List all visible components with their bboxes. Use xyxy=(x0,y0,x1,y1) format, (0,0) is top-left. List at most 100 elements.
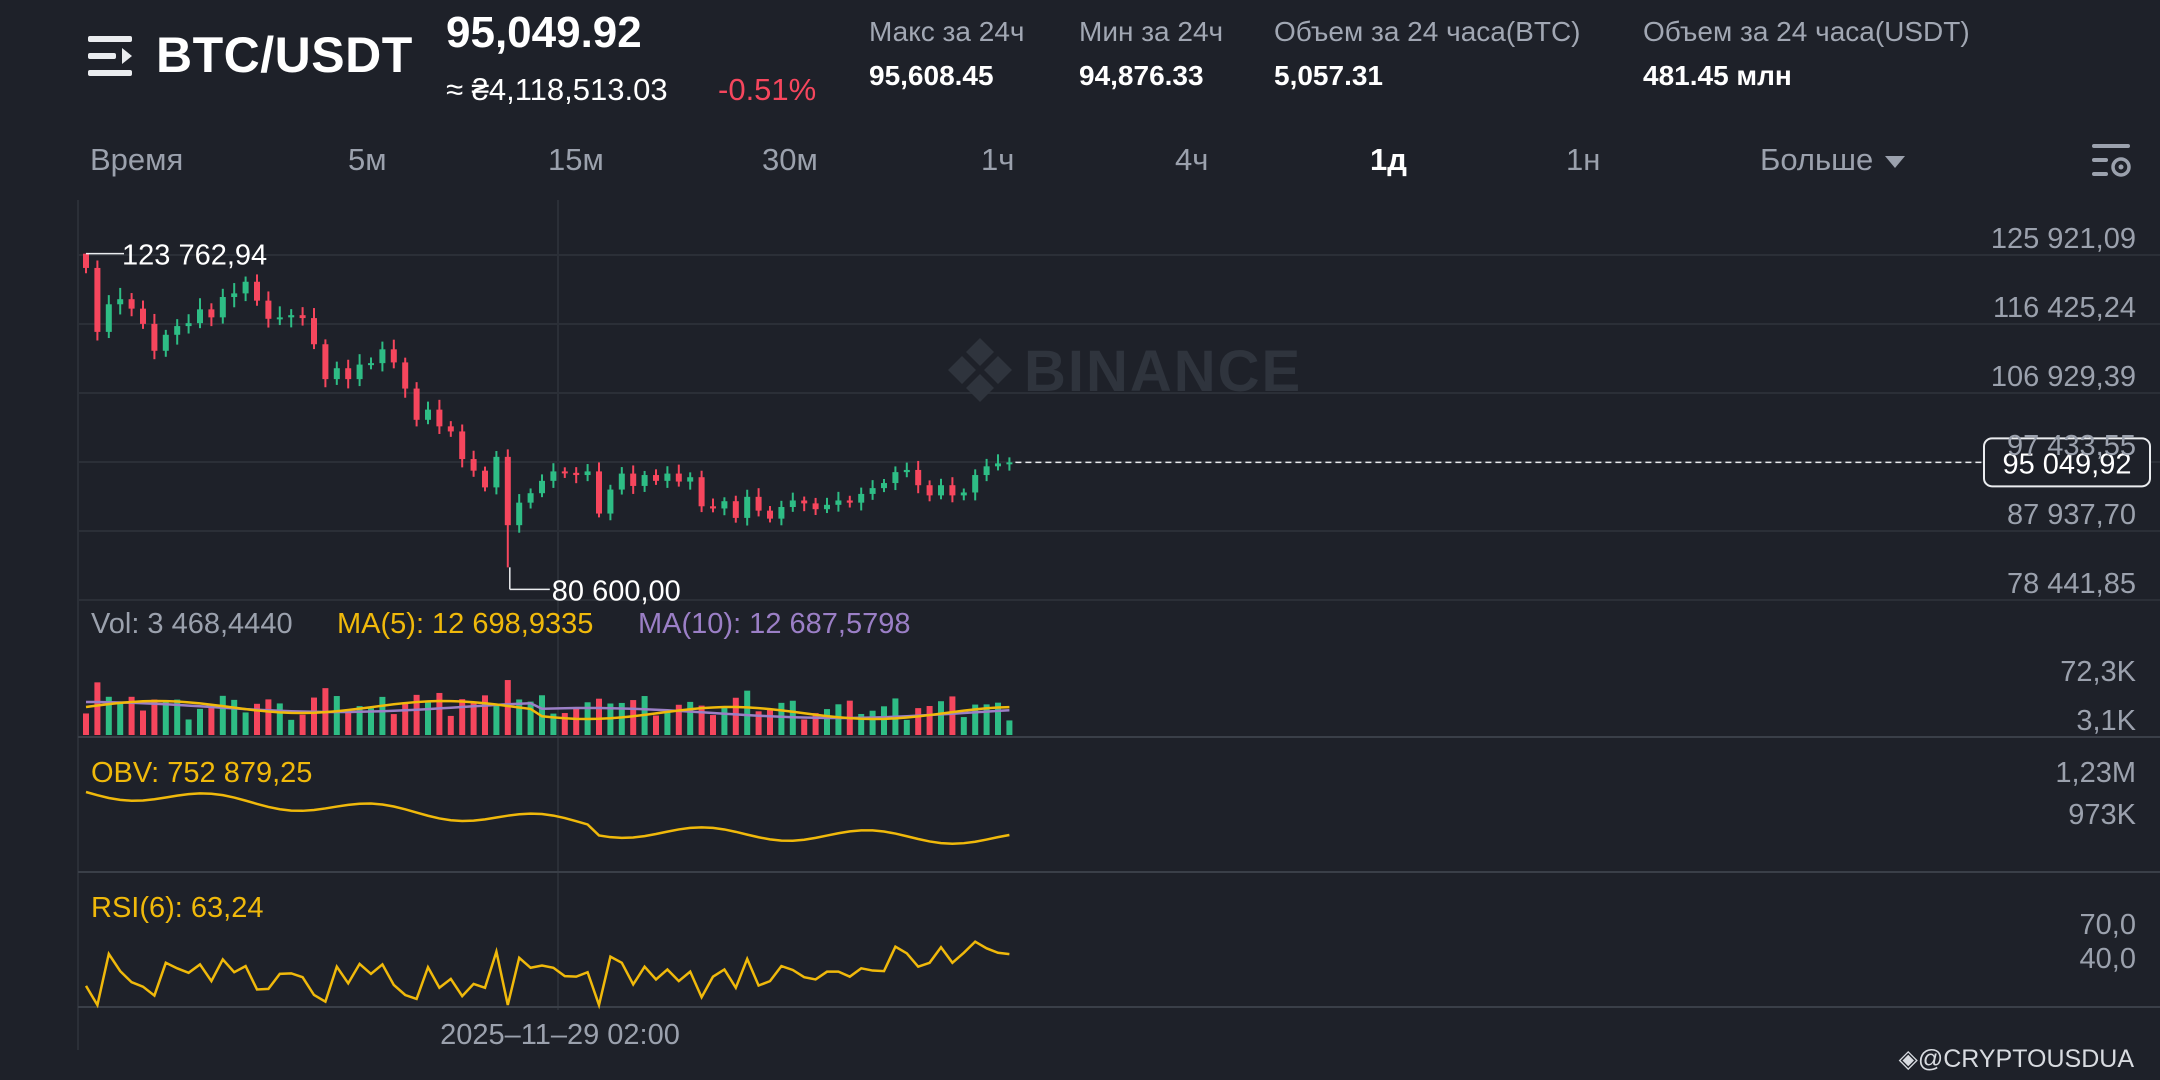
volume-bar xyxy=(83,713,89,735)
candle-body xyxy=(356,364,363,380)
candle-body xyxy=(333,368,340,380)
volume-bar xyxy=(618,702,625,735)
obv-axis-top: 1,23M xyxy=(2055,757,2136,789)
volume-ma5-label: MA(5): 12 698,9335 xyxy=(337,608,593,640)
candle-body xyxy=(470,459,477,471)
volume-label: Vol: 3 468,4440 xyxy=(91,608,293,640)
volume-bar xyxy=(105,696,112,735)
candle-body xyxy=(721,501,728,509)
volume-bar xyxy=(915,708,922,735)
candle-body xyxy=(219,297,226,318)
volume-bar xyxy=(824,709,830,735)
volume-bar xyxy=(390,714,397,735)
price-axis-label: 125 921,09 xyxy=(1991,223,2136,255)
tab-1d[interactable]: 1д xyxy=(1370,142,1407,177)
candle-body xyxy=(710,506,716,509)
price-axis-label: 116 425,24 xyxy=(1993,292,2136,324)
stat-label-low-24h: Мин за 24ч xyxy=(1079,16,1224,47)
tab-more[interactable]: Больше xyxy=(1760,142,1906,178)
tab-1h[interactable]: 1ч xyxy=(981,142,1015,177)
candle-body xyxy=(744,496,751,518)
candle-body xyxy=(447,426,454,432)
candle-body xyxy=(835,500,842,505)
time-axis-label: 2025–11–29 02:00 xyxy=(440,1019,680,1051)
candle-body xyxy=(504,456,511,526)
candle-body xyxy=(687,477,694,482)
candle-body xyxy=(140,308,146,324)
tab-5m[interactable]: 5м xyxy=(348,142,387,177)
volume-bar xyxy=(162,700,169,735)
watermark-text: BINANCE xyxy=(1024,339,1302,404)
candle-body xyxy=(550,471,557,481)
chart-settings-icon[interactable] xyxy=(2090,140,2132,182)
candle-body xyxy=(242,281,249,294)
volume-panel xyxy=(83,680,1013,735)
volume-bar xyxy=(858,713,865,735)
volume-bar xyxy=(812,713,819,735)
stat-label-volume-usdt: Объем за 24 часа(USDT) xyxy=(1643,16,1970,47)
candle-body xyxy=(664,473,671,481)
volume-bar xyxy=(254,703,260,735)
volume-bar xyxy=(117,703,124,735)
candle-body xyxy=(265,300,272,319)
candle-body xyxy=(459,431,466,460)
tab-1w[interactable]: 1н xyxy=(1566,142,1601,177)
fiat-price: ≈ ₴4,118,513.03 xyxy=(446,72,668,107)
volume-bar xyxy=(379,696,386,735)
current-price-label: 95 049,92 xyxy=(2002,448,2131,480)
price-axis-label: 87 937,70 xyxy=(2007,499,2136,531)
tab-more-label: Больше xyxy=(1760,142,1874,177)
volume-bar xyxy=(983,704,990,735)
tab-time[interactable]: Время xyxy=(90,142,184,177)
volume-bar xyxy=(516,699,523,735)
volume-bar xyxy=(938,701,944,735)
candle-body xyxy=(174,326,181,335)
candle-body xyxy=(390,349,397,363)
binance-diamond-icon: ◈ xyxy=(1898,1045,1918,1073)
candle-body xyxy=(596,471,602,514)
tab-30m[interactable]: 30м xyxy=(762,142,818,177)
candle-body xyxy=(413,388,420,420)
volume-bar xyxy=(949,696,956,735)
candle-body xyxy=(618,473,625,490)
current-price-tag xyxy=(1983,437,2151,488)
candle-body xyxy=(607,489,614,514)
tab-4h[interactable]: 4ч xyxy=(1175,142,1209,177)
volume-bar xyxy=(219,695,226,735)
price-change-percent: -0.51% xyxy=(718,72,817,107)
rsi-axis-bottom: 40,0 xyxy=(2080,943,2136,975)
chart-grid xyxy=(77,200,2160,1050)
volume-bar xyxy=(1006,720,1013,735)
volume-ma10-label: MA(10): 12 687,5798 xyxy=(638,608,910,640)
candle-body xyxy=(482,470,488,488)
trading-pair-title[interactable]: BTC/USDT xyxy=(156,27,413,83)
candle-body xyxy=(983,466,990,476)
candle-body xyxy=(881,483,887,489)
candle-body xyxy=(83,253,89,268)
stat-value-high-24h: 95,608.45 xyxy=(869,60,994,91)
candle-body xyxy=(162,334,169,351)
stat-value-volume-btc: 5,057.31 xyxy=(1274,60,1383,91)
obv-label: OBV: 752 879,25 xyxy=(91,757,312,789)
rsi-axis-top: 70,0 xyxy=(2080,909,2136,941)
tab-15m[interactable]: 15м xyxy=(548,142,604,177)
obv-axis-bottom: 973K xyxy=(2068,799,2136,831)
volume-bar xyxy=(630,700,637,735)
candle-body xyxy=(675,473,682,482)
stat-value-low-24h: 94,876.33 xyxy=(1079,60,1204,91)
volume-axis-top: 72,3K xyxy=(2060,656,2136,688)
volume-bar xyxy=(995,702,1001,735)
candle-body xyxy=(197,309,203,324)
volume-bar xyxy=(356,706,363,735)
volume-bar xyxy=(208,707,215,735)
candle-body xyxy=(778,507,785,519)
candle-body xyxy=(926,485,933,496)
price-axis-label: 106 929,39 xyxy=(1991,361,2136,393)
candle-body xyxy=(527,493,534,503)
volume-bar xyxy=(721,707,728,735)
candle-body xyxy=(767,510,773,519)
credit-text: @CRYPTOUSDUA xyxy=(1917,1045,2134,1073)
candle-body xyxy=(105,304,112,332)
menu-lines-icon[interactable] xyxy=(88,34,136,78)
